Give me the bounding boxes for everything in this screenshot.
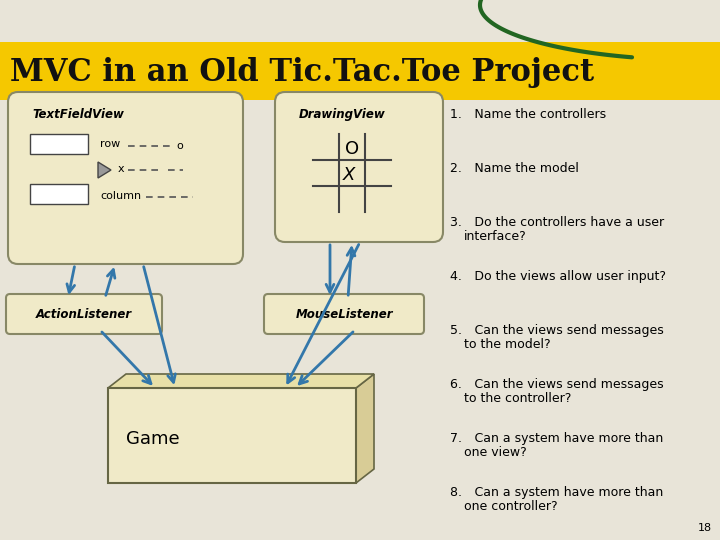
Text: 6. Can the views send messages: 6. Can the views send messages [450, 378, 664, 391]
Text: X: X [343, 166, 356, 184]
Text: 18: 18 [698, 523, 712, 533]
Text: TextFieldView: TextFieldView [32, 108, 124, 121]
FancyBboxPatch shape [8, 92, 243, 264]
FancyBboxPatch shape [0, 42, 720, 100]
Text: one controller?: one controller? [464, 500, 557, 513]
Text: 2. Name the model: 2. Name the model [450, 162, 579, 175]
Text: ActionListener: ActionListener [36, 307, 132, 321]
Text: row: row [100, 139, 120, 149]
Text: 7. Can a system have more than: 7. Can a system have more than [450, 432, 663, 445]
Text: interface?: interface? [464, 230, 527, 243]
FancyBboxPatch shape [108, 388, 356, 483]
FancyBboxPatch shape [264, 294, 424, 334]
FancyBboxPatch shape [30, 184, 88, 204]
Text: column: column [100, 191, 141, 201]
Text: 4. Do the views allow user input?: 4. Do the views allow user input? [450, 270, 666, 283]
Text: 3. Do the controllers have a user: 3. Do the controllers have a user [450, 216, 664, 229]
Text: MouseListener: MouseListener [295, 307, 392, 321]
Text: 1. Name the controllers: 1. Name the controllers [450, 108, 606, 121]
Polygon shape [98, 162, 111, 178]
Text: o: o [176, 141, 183, 151]
FancyBboxPatch shape [6, 294, 162, 334]
Text: DrawingView: DrawingView [299, 108, 386, 121]
Text: 8. Can a system have more than: 8. Can a system have more than [450, 486, 663, 499]
FancyBboxPatch shape [275, 92, 443, 242]
Text: O: O [345, 140, 359, 158]
Polygon shape [108, 374, 374, 388]
Polygon shape [356, 374, 374, 483]
Text: MVC in an Old Tic.Tac.Toe Project: MVC in an Old Tic.Tac.Toe Project [10, 57, 594, 88]
Text: one view?: one view? [464, 446, 527, 459]
Text: 5. Can the views send messages: 5. Can the views send messages [450, 324, 664, 337]
Text: Game: Game [126, 430, 179, 449]
Text: to the model?: to the model? [464, 338, 551, 351]
Text: x: x [118, 164, 125, 174]
Text: to the controller?: to the controller? [464, 392, 572, 405]
FancyBboxPatch shape [30, 134, 88, 154]
